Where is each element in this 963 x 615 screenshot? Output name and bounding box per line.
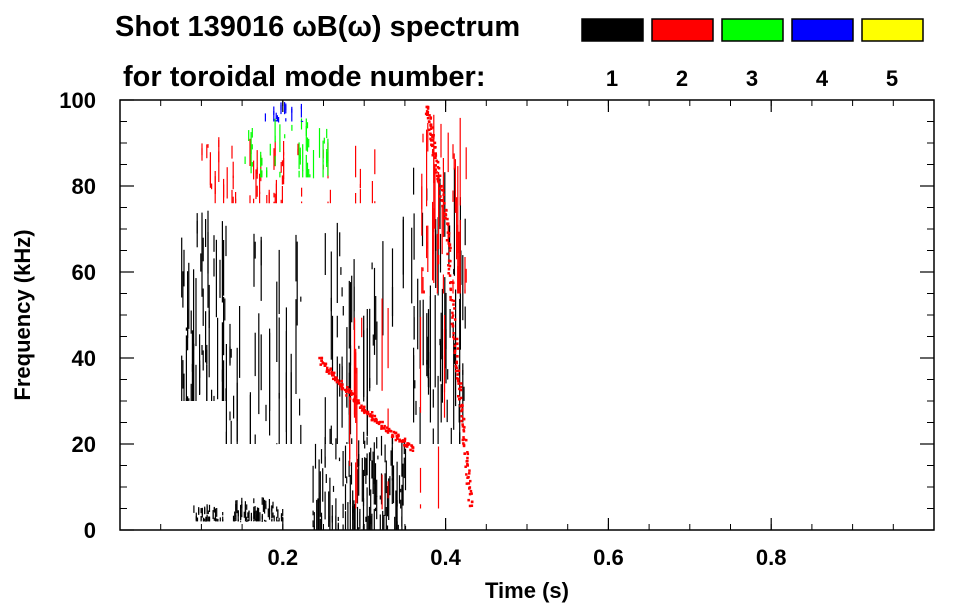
legend-swatch-3 <box>721 18 784 42</box>
legend-swatch-2 <box>651 18 714 42</box>
legend-label-5: 5 <box>886 66 898 91</box>
y-tick-label: 0 <box>84 518 96 543</box>
legend-label-2: 2 <box>676 66 688 91</box>
y-tick-label: 100 <box>59 88 96 113</box>
x-tick-label: 0.4 <box>430 545 461 570</box>
mode-trace-2 <box>424 105 474 508</box>
plot-frame <box>119 99 935 531</box>
spectral-region-mode-2 <box>349 298 446 510</box>
x-tick-label: 0.6 <box>593 545 624 570</box>
legend: 1 2 3 4 5 <box>581 18 924 91</box>
legend-swatch-5 <box>861 18 924 42</box>
spectral-region-mode-2 <box>421 114 467 294</box>
legend-label-4: 4 <box>816 66 829 91</box>
spectral-region-mode-1 <box>312 435 407 531</box>
legend-swatch-4 <box>791 18 854 42</box>
axes: 0.2 0.4 0.6 0.8 0 20 40 60 80 100 <box>59 88 934 570</box>
y-tick-label: 60 <box>72 260 96 285</box>
title-line1: Shot 139016 ωB(ω) spectrum <box>115 11 520 43</box>
legend-label-3: 3 <box>746 66 758 91</box>
spectral-region-mode-2 <box>201 137 376 204</box>
y-tick-label: 40 <box>72 346 96 371</box>
title-line2: for toroidal mode number: <box>123 61 486 93</box>
x-axis-label: Time (s) <box>485 578 569 603</box>
x-tick-label: 0.8 <box>756 545 787 570</box>
spectral-region-mode-1 <box>235 497 275 523</box>
legend-label-1: 1 <box>606 66 618 91</box>
y-axis-label: Frequency (kHz) <box>10 229 35 400</box>
spectral-region-mode-3 <box>244 118 329 179</box>
spectral-region-mode-1 <box>225 233 302 445</box>
spectral-region-mode-1 <box>181 210 227 401</box>
x-tick-label: 0.2 <box>268 545 299 570</box>
spectral-region-mode-4 <box>264 102 304 123</box>
legend-swatch-1 <box>581 18 644 42</box>
y-tick-label: 20 <box>72 432 96 457</box>
y-tick-label: 80 <box>72 174 96 199</box>
mode-trace-2 <box>318 356 415 452</box>
spectrogram-data <box>181 102 474 531</box>
